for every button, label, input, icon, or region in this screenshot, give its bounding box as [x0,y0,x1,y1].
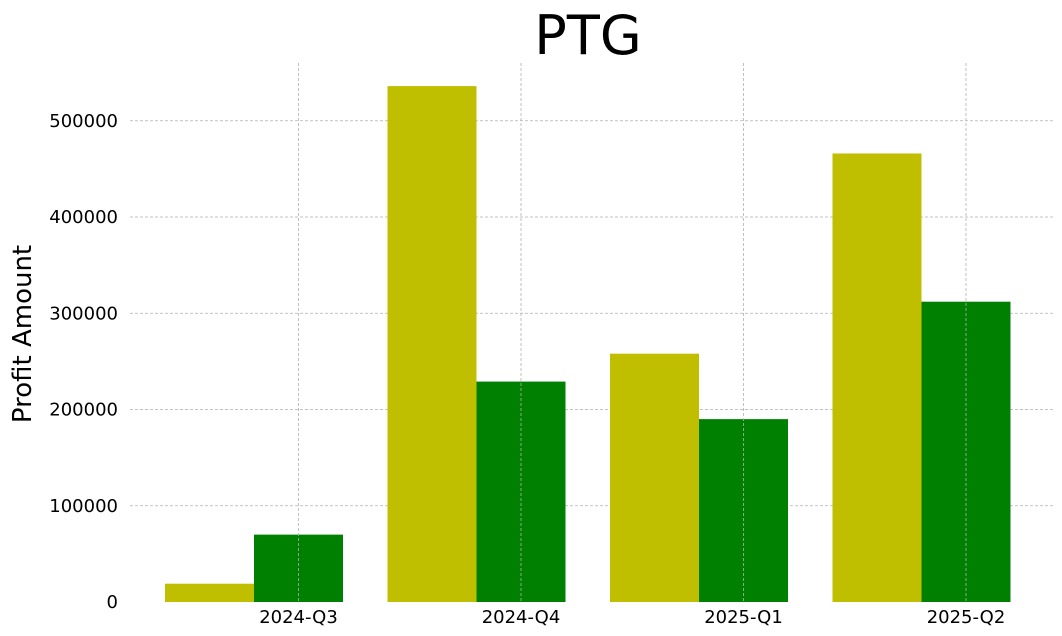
y-axis-ticks: 0 100000 200000 300000 400000 500000 [49,111,118,613]
x-tick-label: 2024-Q3 [259,607,338,628]
x-tick-label: 2024-Q4 [482,607,561,628]
bar-series-2-2025-Q2 [921,301,1011,602]
y-tick-label: 500000 [49,111,118,132]
x-axis-ticks: 2024-Q3 2024-Q4 2025-Q1 2025-Q2 [259,607,1005,628]
y-tick-label: 400000 [49,207,118,228]
x-tick-label: 2025-Q1 [704,607,783,628]
y-tick-label: 200000 [49,400,118,421]
bars [165,86,1011,603]
y-tick-label: 100000 [49,496,118,517]
x-tick-label: 2025-Q2 [927,607,1006,628]
chart-title: PTG [534,4,641,67]
y-tick-label: 300000 [49,303,118,324]
bar-series-1-2025-Q1 [610,353,699,602]
y-tick-label: 0 [107,592,118,613]
y-axis-label: Profit Amount [8,245,38,423]
bar-series-1-2024-Q4 [387,86,477,603]
bar-series-1-2025-Q2 [832,153,922,602]
bar-series-1-2024-Q3 [165,583,254,602]
